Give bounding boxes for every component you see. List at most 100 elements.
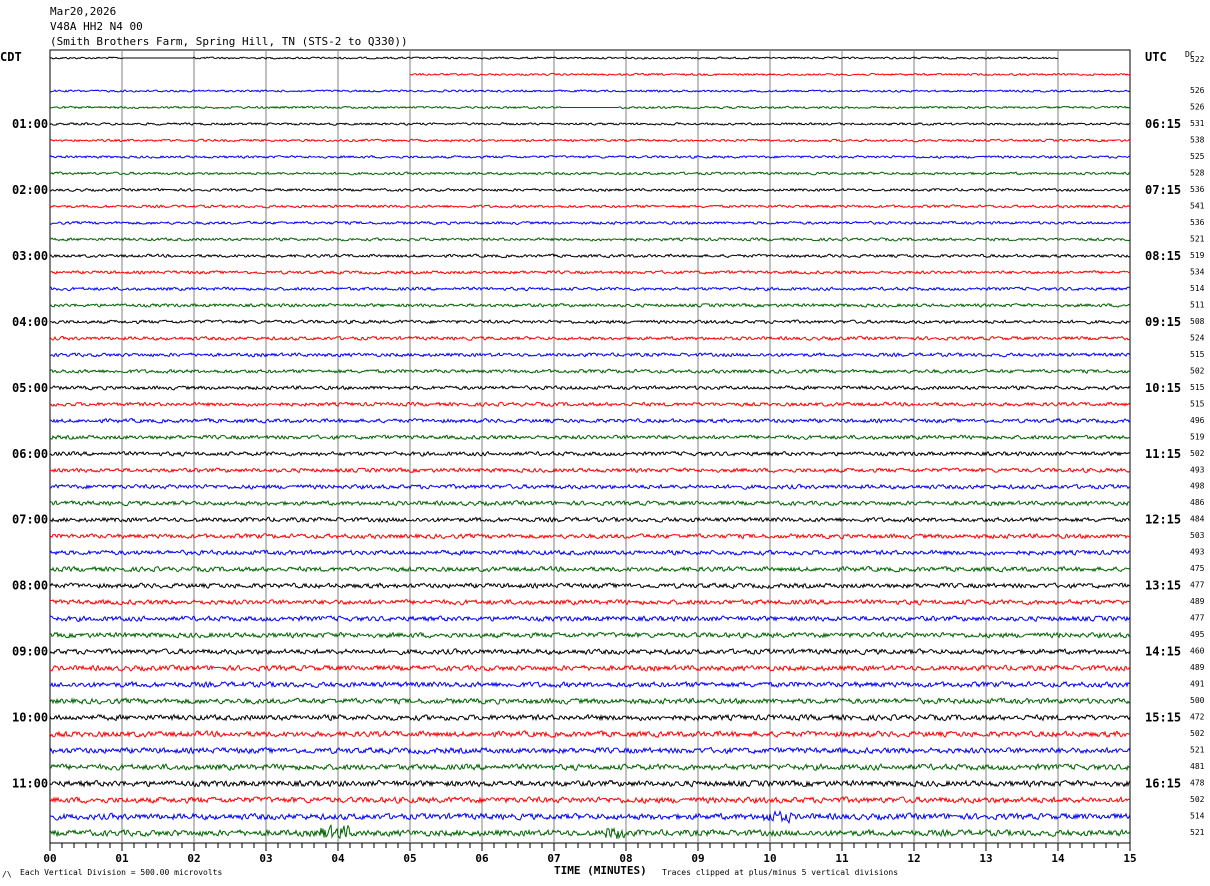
x-axis-title: TIME (MINUTES)	[554, 864, 647, 877]
seismic-trace	[49, 237, 1131, 242]
cdt-hour-label: 05:00	[12, 381, 48, 395]
plot-frame	[49, 49, 1131, 844]
x-tick-label: 07	[547, 852, 560, 865]
utc-hour-label: 10:15	[1145, 381, 1181, 395]
dc-offset-value: 478	[1190, 779, 1205, 788]
dc-offset-value: 503	[1190, 531, 1205, 540]
dc-offset-value: 502	[1190, 366, 1205, 375]
dc-offset-value: 515	[1190, 399, 1205, 408]
seismic-trace	[49, 138, 1131, 143]
header-station: (Smith Brothers Farm, Spring Hill, TN (S…	[50, 35, 408, 48]
dc-offset-value: 519	[1190, 432, 1205, 441]
seismic-trace	[49, 122, 1131, 126]
dc-offset-value: 521	[1190, 828, 1205, 837]
dc-offset-value: 521	[1190, 746, 1205, 755]
dc-offset-value: 484	[1190, 515, 1205, 524]
seismic-trace	[49, 615, 1131, 623]
seismic-trace	[49, 680, 1131, 689]
dc-offset-value: 526	[1190, 102, 1205, 111]
right-timezone: UTC	[1145, 50, 1167, 64]
x-tick-label: 12	[907, 852, 920, 865]
dc-offset-value: 460	[1190, 647, 1205, 656]
dc-offset-value: 515	[1190, 383, 1205, 392]
utc-hour-label: 11:15	[1145, 447, 1181, 461]
seismic-trace	[49, 647, 1131, 656]
cdt-hour-label: 09:00	[12, 645, 48, 659]
utc-hour-label: 14:15	[1145, 645, 1181, 659]
utc-hour-label: 09:15	[1145, 315, 1181, 329]
seismic-trace	[49, 220, 1131, 226]
x-tick-label: 01	[115, 852, 129, 865]
dc-offset-value: 508	[1190, 317, 1205, 326]
utc-hour-label: 16:15	[1145, 777, 1181, 791]
dc-offset-value: 524	[1190, 333, 1205, 342]
seismic-trace	[49, 204, 1131, 209]
x-tick-label: 00	[43, 852, 56, 865]
x-tick-label: 11	[835, 852, 849, 865]
dc-offset-value: 538	[1190, 135, 1205, 144]
x-tick-label: 09	[691, 852, 704, 865]
seismic-trace	[49, 434, 1131, 441]
seismic-trace	[49, 56, 1059, 60]
cdt-hour-label: 08:00	[12, 579, 48, 593]
seismic-trace	[49, 335, 1131, 341]
logo-mark: /\	[2, 870, 12, 879]
dc-offset-value: 541	[1190, 201, 1205, 210]
dc-offset-value: 528	[1190, 168, 1205, 177]
dc-offset-value: 534	[1190, 267, 1205, 276]
seismic-trace	[49, 187, 1131, 193]
seismic-trace	[49, 385, 1131, 391]
seismic-trace	[49, 762, 1131, 772]
seismic-trace	[49, 270, 1131, 275]
seismic-trace	[49, 582, 1131, 590]
dc-offset-value: 511	[1190, 300, 1205, 309]
dc-offset-value: 486	[1190, 498, 1205, 507]
x-tick-label: 15	[1123, 852, 1136, 865]
dc-offset-value: 536	[1190, 185, 1205, 194]
dc-offset-value: 514	[1190, 812, 1205, 821]
seismic-trace	[49, 483, 1131, 490]
dc-offset-value: 489	[1190, 597, 1205, 606]
x-tick-label: 02	[187, 852, 200, 865]
x-axis: 00 01 02 03 04 05 06 07 08 09 10 11 12 13 14 15	[43, 843, 1137, 865]
x-tick-label: 13	[979, 852, 992, 865]
dc-offset-value: 536	[1190, 218, 1205, 227]
dc-offset-value: 493	[1190, 465, 1205, 474]
seismic-trace	[49, 730, 1131, 738]
seismic-trace	[49, 565, 1131, 573]
utc-hour-label: 06:15	[1145, 117, 1181, 131]
scale-note: Each Vertical Division = 500.00 microvol…	[20, 868, 222, 877]
x-tick-label: 06	[475, 852, 489, 865]
dc-offset-value: 498	[1190, 482, 1205, 491]
x-tick-label: 08	[619, 852, 632, 865]
seismic-trace	[49, 467, 1131, 474]
x-tick-label: 03	[259, 852, 272, 865]
dc-offset-value: 502	[1190, 795, 1205, 804]
dc-offset-value: 522	[1190, 55, 1205, 64]
seismic-trace	[49, 417, 1131, 424]
cdt-hour-label: 10:00	[12, 711, 48, 725]
dc-offset-value: 519	[1190, 251, 1205, 260]
cdt-hour-label: 11:00	[12, 777, 48, 791]
x-tick-label: 04	[331, 852, 345, 865]
left-timezone: CDT	[0, 50, 22, 64]
dc-offset-value: 475	[1190, 564, 1205, 573]
seismic-trace	[49, 319, 1131, 325]
dc-offset-value: 489	[1190, 663, 1205, 672]
cdt-hour-label: 03:00	[12, 249, 48, 263]
dc-offset-value: 477	[1190, 614, 1205, 623]
seismic-trace	[49, 779, 1131, 788]
traces	[49, 56, 1131, 840]
header-channel: V48A HH2 N4 00	[50, 20, 143, 33]
cdt-hour-label: 06:00	[12, 447, 48, 461]
seismic-trace	[49, 809, 1131, 825]
cdt-hour-label: 07:00	[12, 513, 48, 527]
seismic-trace	[49, 89, 1131, 93]
seismic-trace	[49, 253, 1131, 259]
dc-label: DC	[1185, 50, 1195, 59]
dc-offset-value: 515	[1190, 350, 1205, 359]
utc-hour-label: 13:15	[1145, 579, 1181, 593]
seismic-trace	[49, 171, 1131, 176]
utc-hour-label: 07:15	[1145, 183, 1181, 197]
